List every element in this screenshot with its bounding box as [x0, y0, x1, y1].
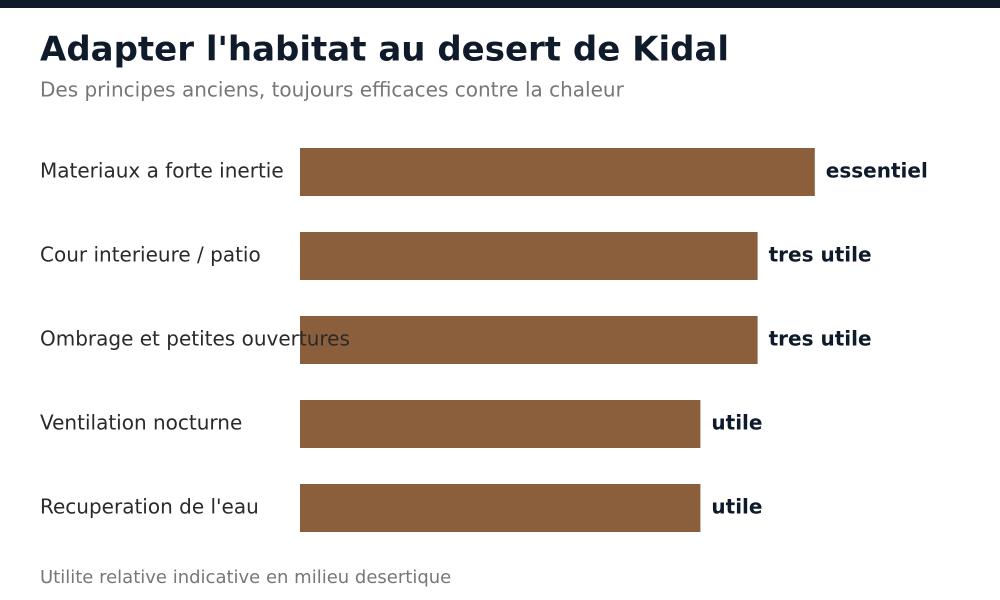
- value-label: utile: [711, 411, 762, 435]
- category-label: Ombrage et petites ouvertures: [40, 327, 350, 351]
- footnote: Utilite relative indicative en milieu de…: [40, 567, 451, 588]
- value-label: tres utile: [769, 243, 872, 267]
- value-label: tres utile: [769, 327, 872, 351]
- value-label: utile: [711, 495, 762, 519]
- category-label: Materiaux a forte inertie: [40, 159, 284, 183]
- category-label: Cour interieure / patio: [40, 243, 261, 267]
- chart-subtitle: Des principes anciens, toujours efficace…: [40, 78, 625, 102]
- top-band: [0, 0, 1000, 8]
- category-label: Recuperation de l'eau: [40, 495, 259, 519]
- bar: [300, 484, 701, 532]
- category-label: Ventilation nocturne: [40, 411, 242, 435]
- bar: [300, 316, 758, 364]
- chart-title: Adapter l'habitat au desert de Kidal: [40, 30, 729, 70]
- bar: [300, 400, 701, 448]
- value-label: essentiel: [826, 159, 928, 183]
- bar: [300, 148, 815, 196]
- bar: [300, 232, 758, 280]
